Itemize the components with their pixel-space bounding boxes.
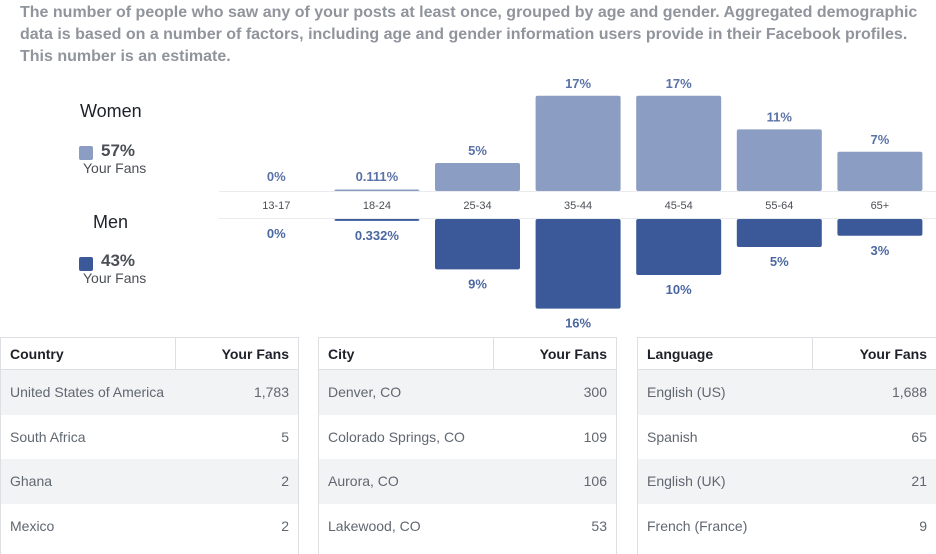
age-tick-label: 13-17 bbox=[262, 200, 290, 212]
men-data-label: 0.332% bbox=[355, 228, 400, 243]
country-name: United States of America bbox=[10, 384, 165, 400]
column-divider bbox=[493, 338, 494, 370]
women-bar bbox=[736, 129, 822, 191]
age-tick-label: 25-34 bbox=[463, 200, 491, 212]
women-bar bbox=[435, 163, 520, 191]
men-bar bbox=[837, 219, 923, 236]
women-data-label: 7% bbox=[871, 132, 890, 147]
city-name: Lakewood, CO bbox=[328, 517, 421, 534]
city-fans: 300 bbox=[583, 384, 607, 400]
table-row: Colorado Springs, CO 109 bbox=[319, 415, 616, 460]
age-tick-label: 45-54 bbox=[665, 200, 693, 212]
men-bar bbox=[736, 219, 822, 247]
women-data-label: 17% bbox=[565, 76, 591, 91]
legend-women-sub: Your Fans bbox=[83, 160, 147, 176]
legend-men-swatch bbox=[79, 257, 93, 271]
city-fans-column-header: Your Fans bbox=[539, 346, 607, 362]
table-row: United States of America 1,783 bbox=[1, 370, 298, 415]
women-data-label: 0.111% bbox=[356, 169, 399, 184]
city-name: Denver, CO bbox=[328, 384, 402, 400]
language-name: English (UK) bbox=[647, 473, 726, 489]
women-data-label: 0% bbox=[267, 169, 286, 184]
city-name: Colorado Springs, CO bbox=[328, 428, 465, 445]
language-name: English (US) bbox=[647, 384, 726, 400]
country-fans-column-header: Your Fans bbox=[221, 346, 289, 362]
table-row: Mexico 2 bbox=[1, 504, 298, 549]
country-name: Mexico bbox=[10, 517, 55, 534]
city-fans: 106 bbox=[583, 473, 607, 489]
table-row: French (France) 9 bbox=[638, 504, 936, 549]
women-bar bbox=[837, 151, 923, 191]
column-divider bbox=[175, 338, 176, 370]
table-row: English (UK) 21 bbox=[638, 459, 936, 504]
legend-men-label: Men bbox=[93, 212, 129, 232]
country-fans: 5 bbox=[281, 428, 289, 445]
age-tick-label: 55-64 bbox=[765, 200, 793, 212]
language-table: Language Your Fans English (US) 1,688 Spa… bbox=[637, 337, 936, 554]
city-name: Aurora, CO bbox=[328, 473, 399, 489]
women-data-label: 17% bbox=[666, 76, 692, 91]
men-data-label: 9% bbox=[468, 276, 487, 291]
table-row: Denver, CO 300 bbox=[319, 370, 616, 415]
legend-men-sub: Your Fans bbox=[83, 270, 147, 286]
table-row: South Africa 5 bbox=[1, 415, 298, 460]
tables-section: Country Your Fans United States of Ameri… bbox=[0, 337, 936, 554]
men-bar bbox=[535, 219, 621, 309]
women-bar bbox=[535, 95, 621, 191]
country-table: Country Your Fans United States of Ameri… bbox=[0, 337, 299, 554]
language-fans: 1,688 bbox=[891, 384, 927, 400]
legend-women-pct: 57% bbox=[101, 141, 136, 160]
language-name: French (France) bbox=[647, 517, 748, 534]
men-data-label: 10% bbox=[666, 282, 692, 297]
age-tick-label: 35-44 bbox=[564, 200, 592, 212]
language-fans: 21 bbox=[911, 473, 927, 489]
description-text: The number of people who saw any of your… bbox=[20, 4, 918, 65]
age-tick-label: 65+ bbox=[871, 200, 890, 212]
city-fans: 109 bbox=[583, 428, 607, 445]
men-bar bbox=[636, 219, 722, 275]
language-fans: 9 bbox=[919, 517, 927, 534]
table-row: Ghana 2 bbox=[1, 459, 298, 504]
country-fans: 2 bbox=[281, 517, 289, 534]
legend-men-pct: 43% bbox=[101, 251, 136, 270]
country-name: South Africa bbox=[10, 428, 86, 445]
city-table-header: City Your Fans bbox=[319, 337, 616, 370]
country-table-header: Country Your Fans bbox=[1, 337, 298, 370]
table-row: Lakewood, CO 53 bbox=[319, 504, 616, 549]
legend-women-swatch bbox=[79, 146, 93, 160]
language-name: Spanish bbox=[647, 428, 698, 445]
women-bar bbox=[636, 95, 722, 191]
men-data-label: 5% bbox=[770, 254, 789, 269]
age-gender-chart: 13-17 0% 0% 18-24 0.111% 0.332% 25-34 5% 9% 35-44… bbox=[219, 76, 936, 331]
country-name: Ghana bbox=[10, 473, 53, 489]
women-data-label: 5% bbox=[468, 143, 487, 158]
language-table-header: Language Your Fans bbox=[638, 337, 936, 370]
men-bar bbox=[334, 219, 420, 221]
table-row: Aurora, CO 106 bbox=[319, 459, 616, 504]
city-column-header: City bbox=[328, 346, 355, 362]
country-fans: 2 bbox=[281, 473, 289, 489]
women-data-label: 11% bbox=[767, 109, 793, 124]
table-row: English (US) 1,688 bbox=[638, 370, 936, 415]
country-fans: 1,783 bbox=[253, 384, 289, 400]
language-column-header: Language bbox=[647, 346, 714, 362]
legend-women-label: Women bbox=[80, 101, 142, 121]
men-data-label: 0% bbox=[267, 226, 286, 241]
language-fans: 65 bbox=[911, 428, 927, 445]
women-bar bbox=[334, 189, 420, 191]
column-divider bbox=[812, 338, 813, 370]
men-data-label: 16% bbox=[565, 316, 591, 331]
axis-band bbox=[219, 191, 936, 219]
city-fans: 53 bbox=[591, 517, 607, 534]
table-row: Spanish 65 bbox=[638, 415, 936, 460]
men-data-label: 3% bbox=[871, 243, 890, 258]
city-table: City Your Fans Denver, CO 300 Colorado Sp… bbox=[318, 337, 617, 554]
country-column-header: Country bbox=[10, 346, 64, 362]
age-tick-label: 18-24 bbox=[363, 200, 391, 212]
men-bar bbox=[435, 219, 520, 270]
language-fans-column-header: Your Fans bbox=[859, 346, 927, 362]
